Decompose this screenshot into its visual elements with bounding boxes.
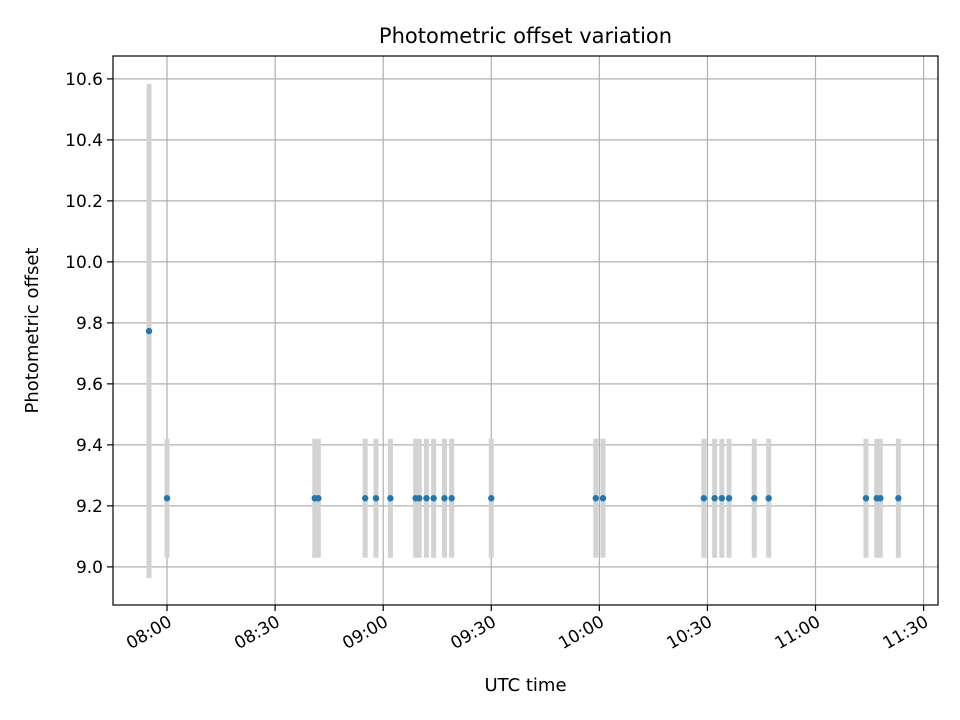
data-point bbox=[592, 495, 599, 502]
data-point bbox=[315, 495, 322, 502]
plot-frame bbox=[112, 55, 939, 606]
chart-title: Photometric offset variation bbox=[379, 24, 672, 48]
data-point bbox=[488, 495, 495, 502]
data-point bbox=[877, 495, 884, 502]
y-axis: 9.0 9.2 9.4 9.6 9.8 10.0 10.2 10.4 10.6 bbox=[65, 70, 113, 578]
data-point bbox=[448, 495, 455, 502]
data-point bbox=[862, 495, 870, 502]
data-point bbox=[387, 495, 394, 502]
y-tick-label: 10.4 bbox=[65, 131, 103, 151]
data-point bbox=[725, 495, 733, 502]
y-tick-label: 9.2 bbox=[76, 497, 103, 517]
grid bbox=[113, 56, 938, 605]
data-points bbox=[145, 327, 902, 502]
y-tick-label: 10.2 bbox=[65, 192, 103, 212]
data-point bbox=[599, 495, 607, 502]
data-point bbox=[711, 495, 718, 502]
data-point bbox=[751, 495, 758, 502]
data-point bbox=[718, 495, 726, 502]
y-tick-label: 9.6 bbox=[76, 375, 103, 395]
data-point bbox=[372, 495, 380, 502]
data-point bbox=[423, 495, 430, 502]
data-point bbox=[441, 495, 448, 502]
data-point bbox=[895, 495, 902, 502]
y-tick-label: 9.4 bbox=[76, 436, 103, 456]
x-axis-title: UTC time bbox=[484, 675, 566, 696]
data-point bbox=[163, 495, 171, 502]
y-axis-title: Photometric offset bbox=[22, 248, 43, 414]
y-tick-label: 9.8 bbox=[76, 314, 103, 334]
data-point bbox=[430, 495, 437, 502]
data-point bbox=[361, 495, 369, 502]
data-point bbox=[765, 495, 772, 502]
data-point bbox=[145, 327, 153, 335]
y-tick-label: 10.0 bbox=[65, 253, 103, 273]
data-point bbox=[416, 495, 423, 502]
y-tick-label: 9.0 bbox=[76, 558, 103, 578]
y-tick-label: 10.6 bbox=[65, 70, 103, 90]
data-point bbox=[700, 495, 708, 502]
